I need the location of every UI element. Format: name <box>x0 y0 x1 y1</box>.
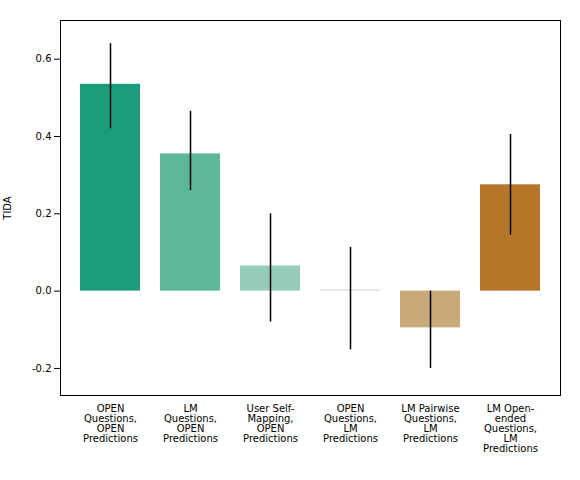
svg-text:LM PairwiseQuestions,LMPredict: LM PairwiseQuestions,LMPredictions <box>401 403 459 444</box>
svg-text:User Self-Mapping,OPENPredicti: User Self-Mapping,OPENPredictions <box>243 403 298 444</box>
svg-text:0.4: 0.4 <box>36 131 52 142</box>
svg-text:LM Open-endedQuestions,LMPredi: LM Open-endedQuestions,LMPredictions <box>483 403 538 454</box>
svg-text:OPENQuestions,LMPredictions: OPENQuestions,LMPredictions <box>323 403 378 444</box>
svg-text:-0.2: -0.2 <box>32 363 52 374</box>
svg-text:0.2: 0.2 <box>36 208 52 219</box>
svg-text:TIDA: TIDA <box>2 196 13 221</box>
svg-text:OPENQuestions,OPENPredictions: OPENQuestions,OPENPredictions <box>83 403 138 444</box>
svg-text:0.0: 0.0 <box>36 285 52 296</box>
svg-text:0.6: 0.6 <box>36 53 52 64</box>
svg-text:LMQuestions,OPENPredictions: LMQuestions,OPENPredictions <box>163 403 218 444</box>
